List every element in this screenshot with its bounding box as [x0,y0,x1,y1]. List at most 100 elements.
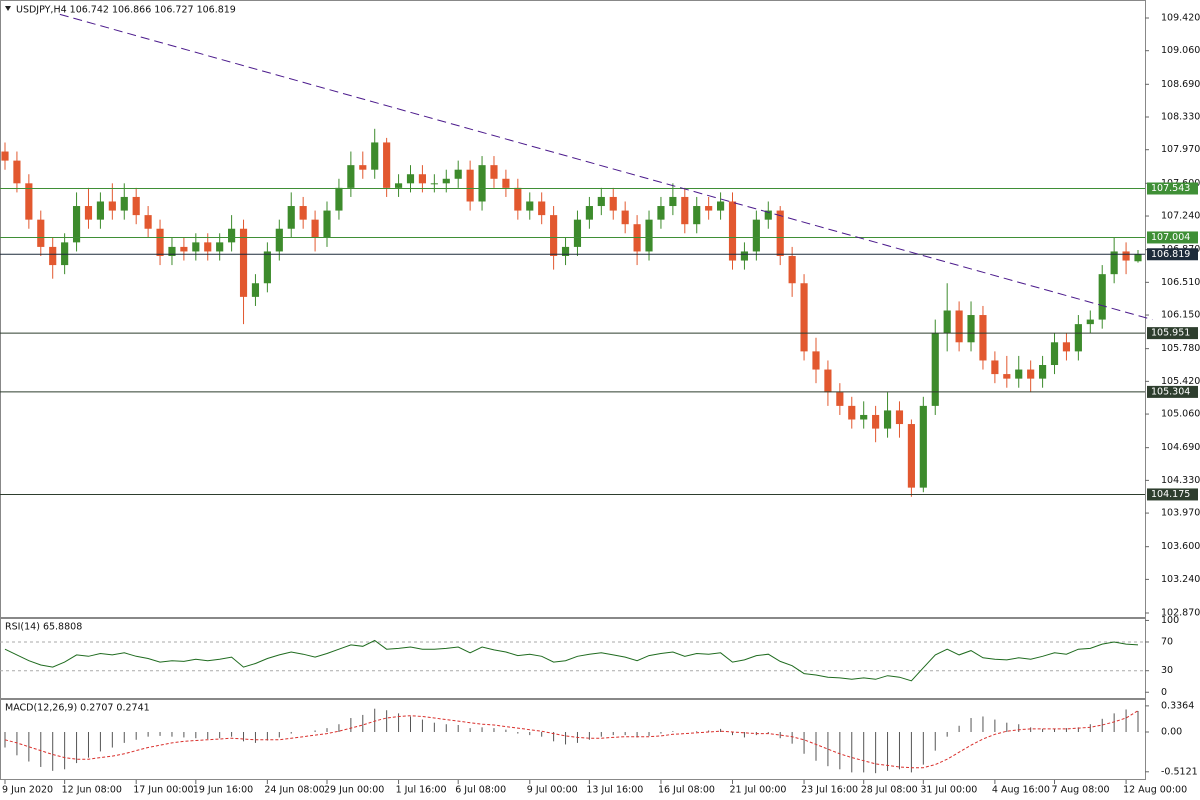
candle-body [168,246,176,256]
candle-body [228,228,236,243]
candle-body [37,219,45,247]
trend-line [59,13,1153,321]
candle-body [693,206,701,225]
rsi-line [4,639,1139,682]
candle-body [931,333,939,406]
candle-body [1086,319,1094,325]
candle-body [979,315,987,361]
candle-body [502,178,510,188]
candle-body [204,242,212,252]
candle-body [1098,274,1106,320]
level-label-box [1147,231,1198,244]
candle-body [96,201,104,220]
candle-body [430,183,438,185]
main-pane [0,0,1146,618]
candle-body [657,206,665,220]
candle-body [681,196,689,225]
y-tick-label: 103.240 [1161,574,1200,585]
rsi-pane [0,618,1146,699]
candle-body [609,196,617,211]
x-tick-label: 9 Jul 00:00 [527,785,578,796]
y-tick-label: 102.870 [1161,608,1200,619]
candle-body [550,215,558,256]
level-label-box [1147,248,1198,261]
level-label-box [1147,182,1198,195]
candle-body [669,196,677,207]
candle-body [526,201,534,211]
candle-body [144,215,152,229]
y-tick-label: 103.970 [1161,508,1200,519]
y-tick-label: 105.780 [1161,343,1200,354]
candle-body [216,242,224,252]
y-tick-label: 108.690 [1161,79,1200,90]
candle-body [49,246,57,266]
rsi-title: RSI(14) 65.8808 [5,622,82,633]
level-label: 107.004 [1151,232,1190,243]
x-tick-label: 21 Jul 00:00 [730,785,787,796]
candle-body [1050,342,1059,366]
candle-body [764,210,772,220]
candle-body [895,410,904,425]
candle-body [1110,251,1118,275]
candle-body [800,283,808,352]
candle-body [275,228,283,252]
candle-body [1039,365,1047,379]
candle-body [955,310,963,343]
candle-body [251,283,260,297]
level-label: 106.819 [1151,249,1190,260]
x-tick-label: 28 Jul 08:00 [861,785,918,796]
candle-body [299,206,307,220]
y-tick-label: 70 [1161,636,1173,647]
y-tick-label: -0.5121 [1161,766,1198,777]
candle-body [371,142,379,170]
candle-body [788,255,796,284]
candle-body [13,160,21,184]
macd-pane [0,699,1146,780]
level-label-box [1147,385,1198,398]
candle-body [1134,254,1142,262]
y-tick-label: 109.060 [1161,45,1200,56]
candle-body [1,151,9,161]
y-tick-label: 0 [1161,687,1167,698]
candle-body [728,201,737,261]
level-label: 105.951 [1151,328,1190,339]
candle-body [1027,369,1035,379]
candle-body [466,169,474,202]
y-tick-label: 107.970 [1161,144,1200,155]
candle-body [263,251,271,284]
candle-body [406,174,415,184]
y-tick-label: 106.510 [1161,277,1200,288]
x-tick-label: 13 Jul 16:00 [586,785,643,796]
candle-body [717,201,725,211]
candle-body [538,201,546,216]
candle-body [84,206,93,220]
candle-body [359,165,367,170]
y-tick-label: 30 [1161,665,1173,676]
y-tick-label: 103.600 [1161,541,1200,552]
candle-body [120,196,128,211]
candle-body [621,210,629,225]
candle-body [919,405,927,488]
y-tick-label: 0.3364 [1161,700,1194,711]
level-label: 105.304 [1151,386,1190,397]
signal-line [4,710,1139,769]
candle-body [836,392,844,406]
candle-body [514,187,522,211]
candle-body [1062,342,1071,352]
y-tick-label: 105.420 [1161,376,1200,387]
y-tick-label: 105.060 [1161,409,1200,420]
candle-body [860,414,868,420]
candle-body [824,369,832,393]
candle-body [180,246,188,252]
x-tick-label: 12 Aug 00:00 [1123,785,1187,796]
candle-body [108,201,116,211]
candle-body [872,414,880,429]
y-tick-label: 106.150 [1161,310,1200,321]
candle-body [597,196,605,207]
candle-body [347,165,355,188]
candle-body [645,219,653,252]
menu-arrow[interactable] [5,6,11,11]
candle-body [156,228,164,256]
